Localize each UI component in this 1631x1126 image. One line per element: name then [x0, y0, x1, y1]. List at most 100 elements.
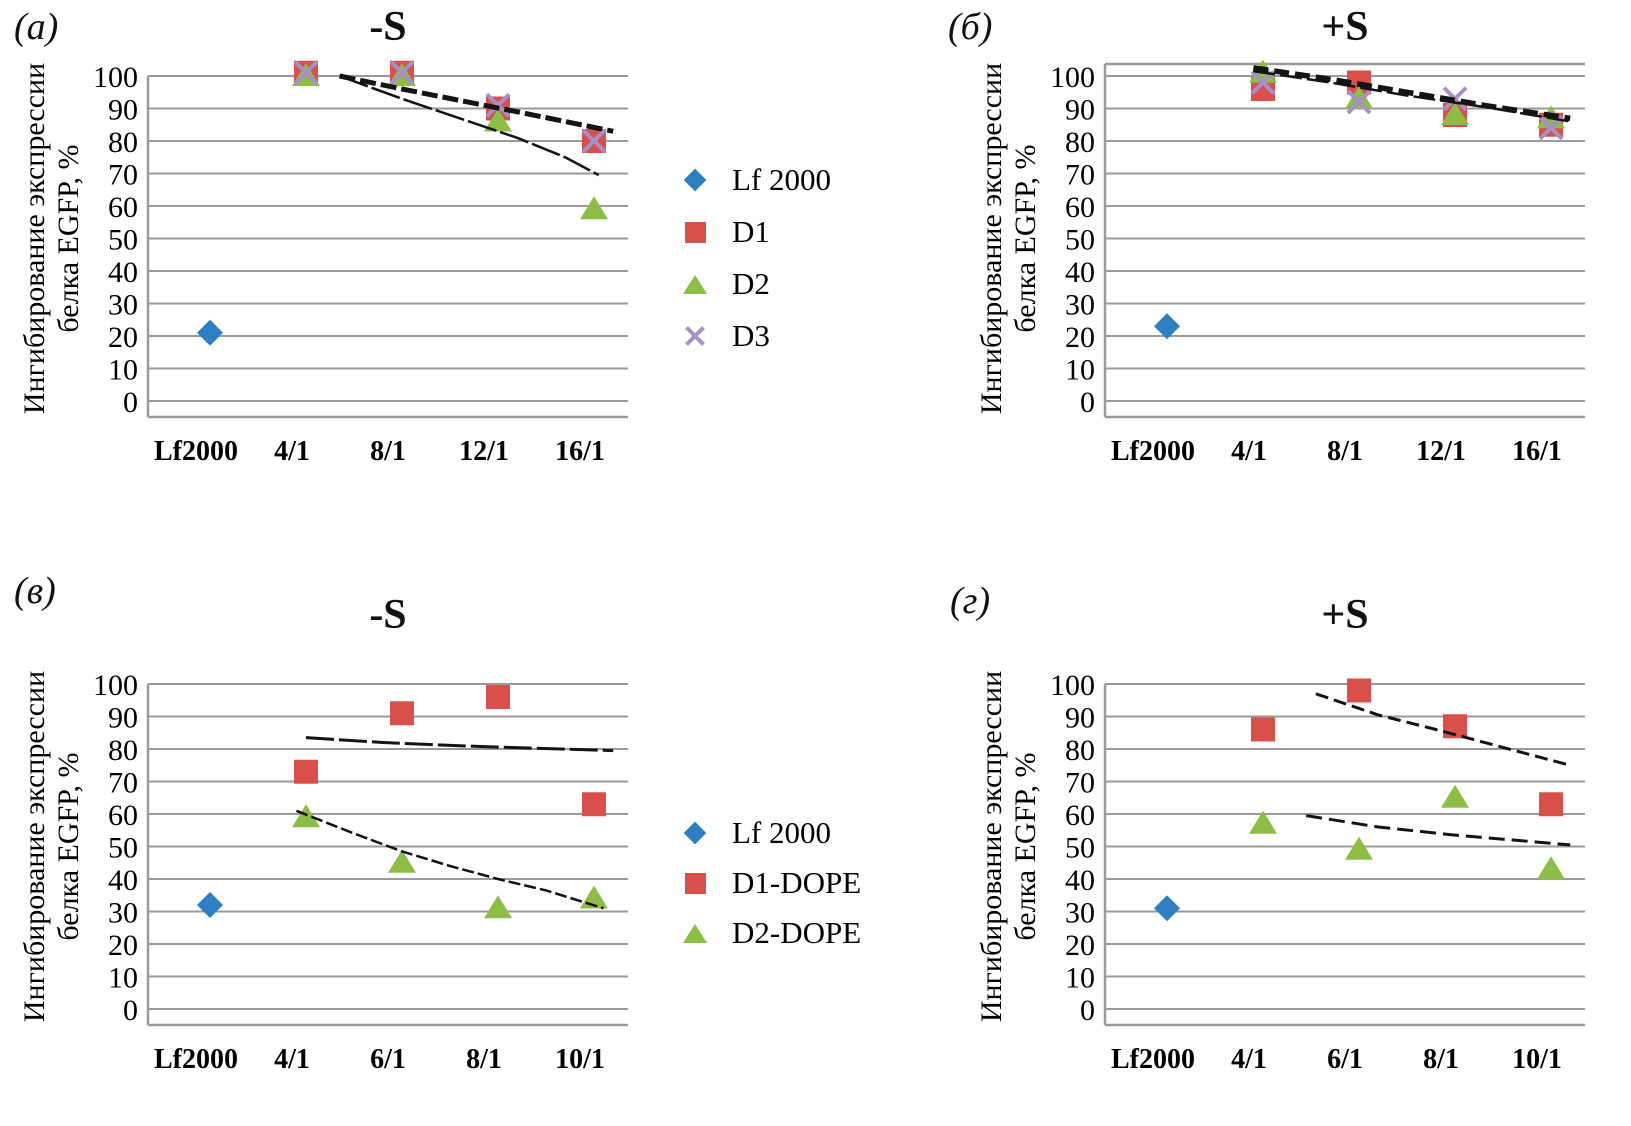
y-tick-label-0: 0	[1080, 386, 1095, 419]
d2-triangle-marker-12-1	[1441, 102, 1469, 125]
x-tick-label-6-1: 6/1	[1327, 1044, 1363, 1075]
d3-x-marker-16-1	[581, 128, 607, 154]
y-axis-title-line2: белка EGFP, %	[1009, 752, 1042, 940]
lf-2000-diamond-marker-lf2000	[1154, 313, 1180, 340]
y-tick-label-50: 50	[108, 224, 138, 257]
chart-title-a: -S	[369, 4, 407, 50]
y-tick-label-20: 20	[1065, 929, 1095, 962]
y-tick-label-100: 100	[1050, 61, 1095, 94]
panel-label-v: (в)	[14, 570, 56, 612]
y-tick-label-30: 30	[108, 289, 138, 322]
x-tick-label-10-1: 10/1	[555, 1044, 605, 1075]
d2-dope-triangle-marker-8-1	[484, 895, 512, 919]
trendline-1	[305, 736, 614, 753]
d3-x-marker-8-1	[389, 60, 415, 86]
y-tick-label-60: 60	[1065, 191, 1095, 224]
d2-triangle-marker-16-1	[580, 196, 608, 220]
triangle-icon	[680, 923, 710, 943]
y-tick-label-80: 80	[108, 734, 138, 767]
y-tick-label-100: 100	[93, 61, 138, 94]
x-tick-label-lf2000: Lf2000	[1111, 436, 1195, 467]
legend-label: D2	[732, 266, 770, 301]
y-tick-label-80: 80	[1065, 126, 1095, 159]
y-tick-label-0: 0	[1080, 994, 1095, 1027]
x-tick-label-12-1: 12/1	[1416, 436, 1466, 467]
square-icon	[680, 872, 710, 894]
legend-item-lf2000: Lf 2000	[680, 808, 861, 858]
y-tick-label-10: 10	[108, 962, 138, 995]
y-tick-label-70: 70	[1065, 159, 1095, 192]
d2-triangle-marker-8-1	[1345, 85, 1373, 109]
y-tick-label-70: 70	[108, 767, 138, 800]
trendline-1	[1315, 692, 1571, 767]
legend-item-lf2000: Lf 2000	[680, 154, 831, 206]
y-tick-label-20: 20	[108, 321, 138, 354]
y-tick-label-50: 50	[108, 832, 138, 865]
d1-dope-square-marker-6-1	[390, 701, 414, 726]
legend-label: D3	[732, 318, 770, 353]
y-tick-label-100: 100	[93, 669, 138, 702]
y-tick-label-60: 60	[1065, 799, 1095, 832]
y-tick-label-20: 20	[1065, 321, 1095, 354]
diamond-icon	[680, 821, 710, 845]
y-tick-label-60: 60	[108, 799, 138, 832]
y-axis-title-line1: Ингибирование экспрессии	[18, 671, 51, 1022]
legend-item-d2-dope: D2-DOPE	[680, 908, 861, 958]
legend-item-d1-dope: D1-DOPE	[680, 858, 861, 908]
y-tick-label-40: 40	[1065, 256, 1095, 289]
y-tick-label-0: 0	[123, 994, 138, 1027]
square-icon	[680, 221, 710, 243]
y-tick-label-10: 10	[1065, 354, 1095, 387]
x-tick-label-4-1: 4/1	[1231, 436, 1267, 467]
x-tick-label-8-1: 8/1	[370, 436, 406, 467]
x-tick-label-16-1: 16/1	[1512, 436, 1562, 467]
trendline-1	[1252, 65, 1571, 122]
y-tick-label-90: 90	[108, 702, 138, 735]
x-tick-label-4-1: 4/1	[1231, 1044, 1267, 1075]
trendline-2	[295, 809, 604, 910]
legend-bottom: Lf 2000 D1-DOPE D2-DOPE	[680, 808, 861, 958]
legend-label: D1	[732, 214, 770, 249]
trendline-1	[339, 73, 614, 134]
y-tick-label-20: 20	[108, 929, 138, 962]
y-tick-label-40: 40	[1065, 864, 1095, 897]
y-axis-title-line2: белка EGFP, %	[52, 144, 85, 332]
d3-x-marker-12-1	[485, 92, 511, 118]
x-tick-label-8-1: 8/1	[1327, 436, 1363, 467]
legend-top: Lf 2000 D1 D2 D3	[680, 154, 831, 362]
y-tick-label-30: 30	[108, 897, 138, 930]
x-tick-label-8-1: 8/1	[1423, 1044, 1459, 1075]
legend-item-d1: D1	[680, 206, 831, 258]
x-tick-label-4-1: 4/1	[274, 1044, 310, 1075]
panel-label-a: (a)	[14, 6, 59, 48]
y-tick-label-100: 100	[1050, 669, 1095, 702]
x-tick-label-8-1: 8/1	[466, 1044, 502, 1075]
y-tick-label-40: 40	[108, 864, 138, 897]
d1-dope-square-marker-6-1	[1347, 678, 1371, 703]
d1-dope-square-marker-10-1	[582, 792, 606, 817]
y-tick-label-90: 90	[1065, 94, 1095, 127]
y-tick-label-90: 90	[1065, 702, 1095, 735]
y-tick-label-0: 0	[123, 386, 138, 419]
d1-dope-square-marker-4-1	[294, 759, 318, 784]
x-tick-label-16-1: 16/1	[555, 436, 605, 467]
x-tick-label-6-1: 6/1	[370, 1044, 406, 1075]
d2-triangle-marker-12-1	[484, 108, 512, 132]
d2-dope-triangle-marker-8-1	[1441, 784, 1469, 808]
y-tick-label-90: 90	[108, 94, 138, 127]
y-tick-label-30: 30	[1065, 897, 1095, 930]
y-axis-title-line2: белка EGFP, %	[52, 752, 85, 940]
x-tick-label-4-1: 4/1	[274, 436, 310, 467]
d1-dope-square-marker-4-1	[1251, 717, 1275, 742]
x-tick-label-lf2000: Lf2000	[154, 1044, 238, 1075]
y-tick-label-60: 60	[108, 191, 138, 224]
lf-2000-diamond-marker-lf2000	[197, 319, 223, 346]
triangle-icon	[680, 274, 710, 294]
x-tick-label-lf2000: Lf2000	[154, 436, 238, 467]
legend-item-d3: D3	[680, 310, 831, 362]
